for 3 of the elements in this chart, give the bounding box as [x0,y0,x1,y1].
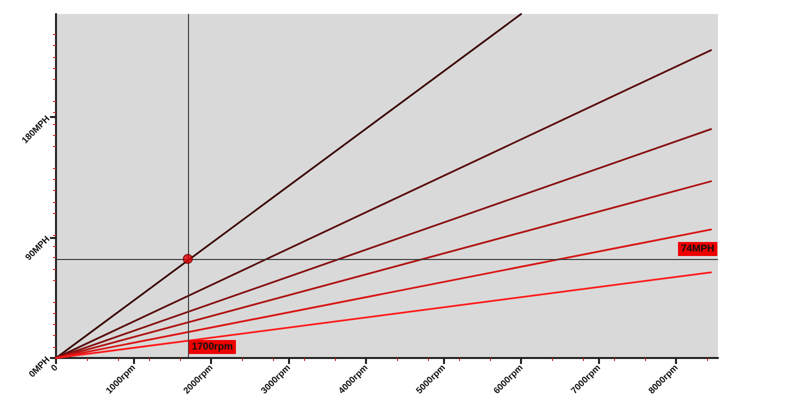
ref-line-label: 74MPH [681,243,714,254]
ref-line-label: 1700rpm [192,342,234,352]
x-tick-label: 0 [48,362,60,374]
